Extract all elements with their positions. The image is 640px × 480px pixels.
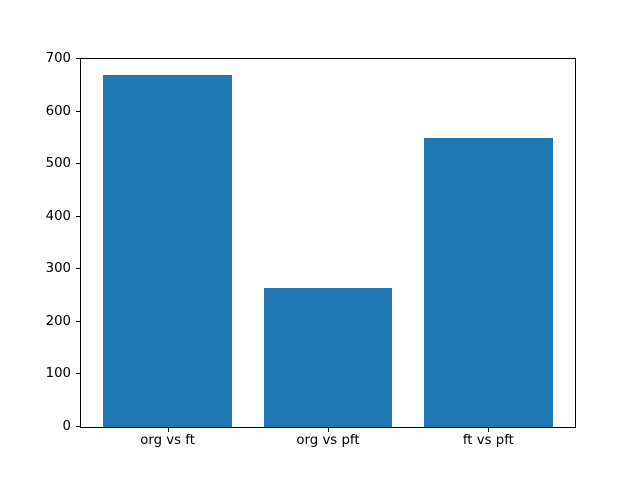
- x-tick-mark: [167, 428, 169, 432]
- y-tick-label-400: 400: [45, 208, 71, 224]
- x-tick-label-ft-vs-pft: ft vs pft: [462, 433, 514, 448]
- y-tick-label-700: 700: [45, 51, 71, 66]
- x-tick-mark: [328, 428, 329, 432]
- y-tick-mark: [76, 215, 80, 217]
- plot-area: org vs ft org vs pft ft vs pft 0 100 200 300 40…: [46, 51, 576, 448]
- y-tick-mark: [76, 320, 80, 322]
- y-tick-label-100: 100: [45, 366, 71, 382]
- x-tick-mark: [488, 428, 490, 432]
- y-tick-mark: [76, 110, 80, 112]
- bar-org-vs-pft: [263, 287, 393, 427]
- y-tick-label-300: 300: [45, 261, 71, 277]
- y-tick-label-500: 500: [45, 156, 71, 172]
- y-tick-mark: [76, 58, 80, 59]
- y-tick-mark: [76, 426, 80, 427]
- bar-org-vs-ft: [103, 74, 232, 427]
- y-tick-mark: [76, 163, 80, 165]
- y-tick-label-600: 600: [45, 103, 71, 119]
- x-tick-label-org-vs-ft: org vs ft: [140, 433, 195, 448]
- bar-ft-vs-pft: [424, 137, 553, 427]
- y-tick-mark: [76, 268, 80, 270]
- y-tick-label-0: 0: [62, 419, 71, 434]
- x-tick-label-org-vs-pft: org vs pft: [296, 433, 360, 448]
- y-tick-mark: [76, 373, 80, 375]
- y-tick-label-200: 200: [45, 313, 71, 329]
